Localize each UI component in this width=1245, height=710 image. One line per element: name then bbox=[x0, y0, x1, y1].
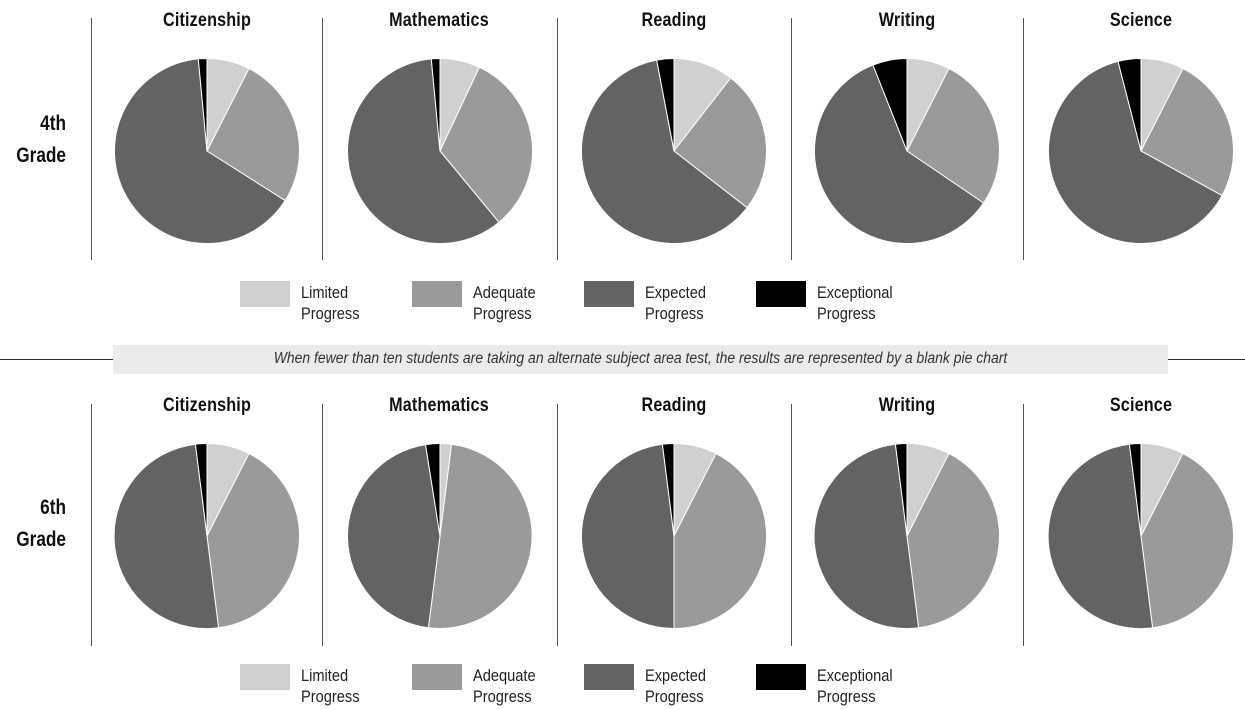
column-divider bbox=[791, 18, 792, 260]
subject-title: Writing bbox=[878, 395, 936, 416]
grade-label-line1: 4th bbox=[40, 112, 66, 135]
pie-slice-expected bbox=[113, 443, 220, 629]
pie-slice-adequate bbox=[1140, 67, 1234, 197]
legend-label: Expected Progress bbox=[645, 283, 706, 323]
legend-swatch-expected bbox=[584, 281, 634, 307]
column-divider bbox=[91, 404, 92, 646]
legend-swatch-exceptional bbox=[756, 664, 806, 690]
pie-slice-exceptional bbox=[430, 57, 441, 152]
pie-slice-exceptional bbox=[1128, 442, 1142, 537]
grade-label-4th: 4th Grade bbox=[12, 108, 66, 172]
pie-slice-adequate bbox=[906, 67, 1000, 204]
pie-slice-expected bbox=[1047, 443, 1154, 629]
note-banner: When fewer than ten students are taking … bbox=[113, 345, 1168, 374]
pie-slice-adequate bbox=[206, 452, 300, 629]
subject-title: Reading bbox=[641, 10, 707, 31]
legend-label: Exceptional Progress bbox=[817, 666, 893, 706]
column-divider bbox=[1023, 404, 1024, 646]
pie-chart-writing-4th bbox=[813, 57, 1000, 244]
pie-slice-expected bbox=[347, 444, 441, 629]
column-divider bbox=[322, 18, 323, 260]
subject-title: Mathematics bbox=[389, 395, 489, 416]
grade-label-6th: 6th Grade bbox=[12, 492, 66, 556]
subject-title: Citizenship bbox=[162, 10, 252, 31]
column-divider bbox=[791, 404, 792, 646]
pie-slice-exceptional bbox=[197, 57, 208, 152]
pie-slice-adequate bbox=[439, 66, 533, 223]
legend-swatch-adequate bbox=[412, 281, 462, 307]
legend-swatch-exceptional bbox=[756, 281, 806, 307]
pie-slice-expected bbox=[813, 443, 920, 629]
subject-title: Writing bbox=[878, 10, 936, 31]
pie-slice-exceptional bbox=[661, 442, 675, 537]
note-text: When fewer than ten students are taking … bbox=[273, 350, 1008, 367]
grade-label-line2: Grade bbox=[16, 528, 66, 551]
column-divider bbox=[557, 404, 558, 646]
subject-title: Citizenship bbox=[162, 395, 252, 416]
pie-slice-exceptional bbox=[424, 442, 441, 537]
legend-label: Expected Progress bbox=[645, 666, 706, 706]
legend-label: Limited Progress bbox=[301, 666, 360, 706]
pie-slice-adequate bbox=[1140, 452, 1234, 629]
pie-chart-science-4th bbox=[1048, 57, 1234, 244]
pie-chart-science-6th bbox=[1047, 442, 1234, 629]
pie-slice-exceptional bbox=[872, 57, 908, 152]
pie-chart-reading-4th bbox=[580, 57, 767, 244]
pie-chart-citizenship-4th bbox=[114, 57, 300, 244]
legend-label: Limited Progress bbox=[301, 283, 360, 323]
legend-label: Exceptional Progress bbox=[817, 283, 893, 323]
pie-slice-exceptional bbox=[656, 57, 675, 152]
subject-title: Mathematics bbox=[389, 10, 489, 31]
subject-title: Science bbox=[1109, 10, 1173, 31]
pie-chart-reading-6th bbox=[581, 442, 767, 630]
pie-slice-exceptional bbox=[194, 442, 208, 537]
pie-slice-expected bbox=[581, 443, 675, 630]
column-divider bbox=[91, 18, 92, 260]
section-divider-right bbox=[1168, 359, 1245, 360]
subject-title: Reading bbox=[641, 395, 707, 416]
legend-label: Adequate Progress bbox=[473, 666, 536, 706]
legend-swatch-adequate bbox=[412, 664, 462, 690]
pie-chart-writing-6th bbox=[813, 442, 1000, 629]
legend-swatch-limited bbox=[240, 664, 290, 690]
legend-label: Adequate Progress bbox=[473, 283, 536, 323]
pie-slice-exceptional bbox=[1117, 57, 1142, 152]
legend-swatch-expected bbox=[584, 664, 634, 690]
pie-slice-adequate bbox=[427, 443, 533, 629]
column-divider bbox=[322, 404, 323, 646]
grade-label-line2: Grade bbox=[16, 144, 66, 167]
pie-chart-mathematics-4th bbox=[347, 57, 533, 244]
pie-chart-mathematics-6th bbox=[347, 442, 533, 629]
column-divider bbox=[557, 18, 558, 260]
legend-swatch-limited bbox=[240, 281, 290, 307]
grade-label-line1: 6th bbox=[40, 496, 66, 519]
pie-slice-expected bbox=[347, 58, 500, 244]
pie-slice-exceptional bbox=[894, 442, 908, 537]
pie-slice-adequate bbox=[206, 67, 300, 202]
pie-slice-adequate bbox=[673, 452, 767, 630]
column-divider bbox=[1023, 18, 1024, 260]
pie-slice-expected bbox=[114, 58, 286, 244]
section-divider-left bbox=[0, 359, 113, 360]
pie-slice-expected bbox=[580, 59, 748, 244]
pie-chart-citizenship-6th bbox=[113, 442, 300, 629]
subject-title: Science bbox=[1109, 395, 1173, 416]
pie-slice-expected bbox=[813, 64, 985, 244]
pie-slice-adequate bbox=[673, 77, 767, 209]
pie-slice-adequate bbox=[906, 452, 1000, 629]
pie-slice-expected bbox=[1048, 60, 1223, 244]
